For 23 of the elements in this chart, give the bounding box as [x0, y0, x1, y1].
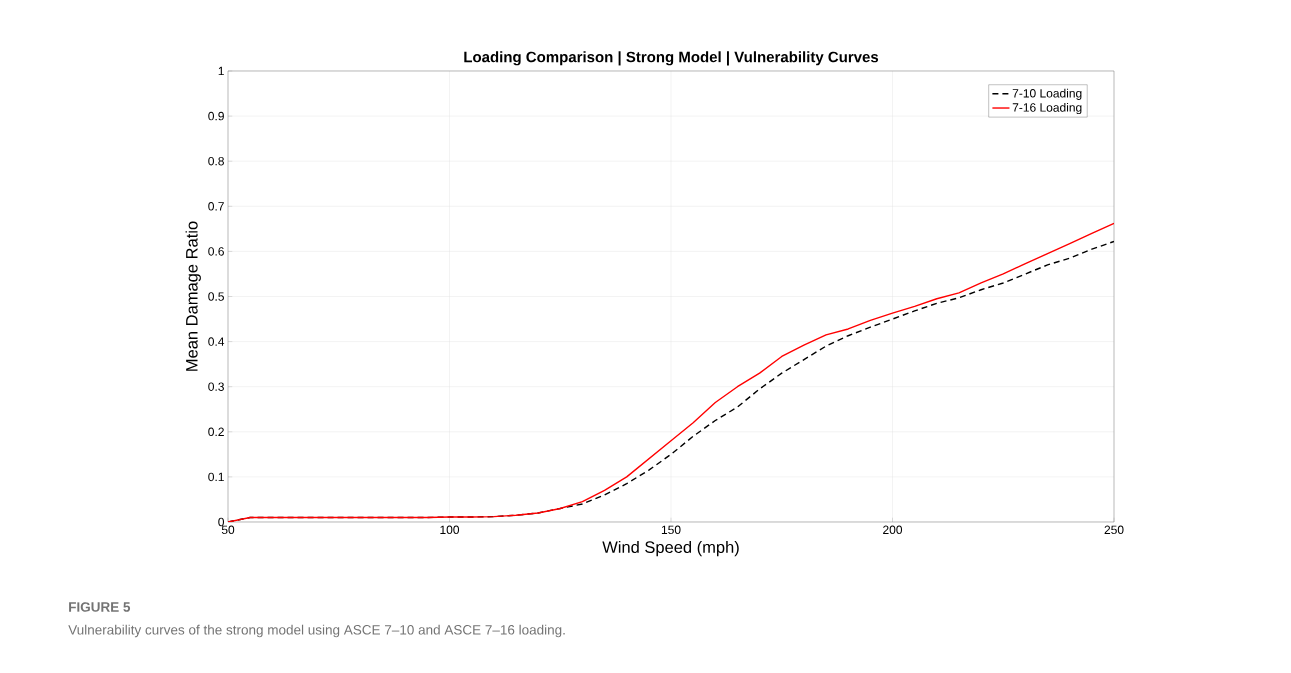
y-tick-label: 1 — [218, 66, 224, 76]
x-tick-label: 150 — [661, 525, 681, 535]
y-tick-label: 0.4 — [208, 337, 225, 346]
text: Vulnerability curves of the strong model using ASCE 7–10 and ASCE 7–16 loading. — [68, 624, 565, 638]
y-tick-label: 0.3 — [208, 382, 224, 391]
chart-title: Loading Comparison | Strong Model | Vulnerability Curves — [464, 51, 879, 66]
legend-label: 7-16 Loading — [1012, 102, 1082, 115]
x-axis-title: Wind Speed (mph) — [602, 540, 739, 557]
caption: FIGURE 5 — [69, 602, 131, 612]
y-tick-label: 0.2 — [208, 427, 224, 437]
y-tick-label: 0.5 — [208, 292, 224, 301]
legend-label: 7-10 Loading — [1012, 88, 1082, 100]
y-tick-label: 0 — [218, 517, 225, 527]
x-tick-label: 250 — [1104, 525, 1124, 535]
y-tick-label: 0.8 — [208, 156, 224, 166]
y-tick-label: 0.7 — [208, 202, 224, 211]
y-tick-label: 0.9 — [208, 111, 224, 121]
y-tick-label: 0.1 — [208, 472, 224, 482]
y-axis-title: Mean Damage Ratio — [185, 221, 201, 371]
x-tick-label: 100 — [440, 525, 460, 535]
y-tick-label: 0.6 — [208, 247, 224, 256]
x-tick-label: 50 — [221, 525, 235, 535]
x-tick-label: 200 — [883, 525, 903, 535]
